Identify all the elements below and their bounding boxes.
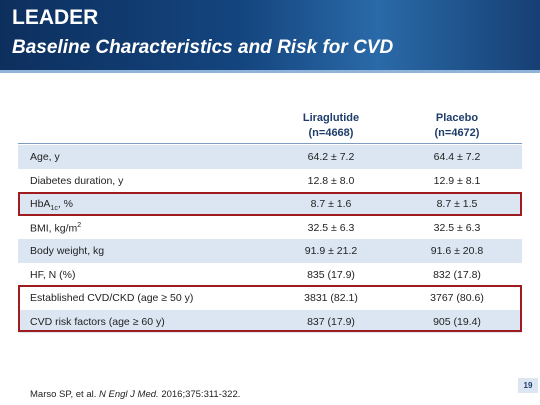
cell-value: 832 (17.8)	[433, 268, 481, 281]
cell-value: 12.8 ± 8.0	[307, 174, 355, 187]
column-header: Placebo (n=4672)	[397, 111, 517, 141]
cell-value: 32.5 ± 6.3	[433, 221, 481, 234]
row-label: BMI, kg/m2	[30, 222, 81, 235]
row-label: HF, N (%)	[30, 269, 76, 281]
row-label: CVD risk factors (age ≥ 60 y)	[30, 316, 165, 328]
slide-title: LEADER	[12, 6, 99, 29]
row-label: Body weight, kg	[30, 245, 104, 257]
slide-subtitle: Baseline Characteristics and Risk for CV…	[12, 37, 394, 58]
table-row: BMI, kg/m2 32.5 ± 6.3 32.5 ± 6.3	[18, 216, 522, 240]
table-row: Age, y 64.2 ± 7.2 64.4 ± 7.2	[18, 145, 522, 169]
row-label: Age, y	[30, 151, 60, 163]
cell-value: 8.7 ± 1.6	[310, 198, 352, 210]
label-tail: , %	[57, 198, 74, 210]
cell-value: 91.6 ± 20.8	[430, 245, 484, 257]
cell-value: 3831 (82.1)	[304, 292, 358, 304]
row-label: HbA1c, %	[30, 198, 73, 212]
cell-value: 3767 (80.6)	[430, 292, 484, 304]
label-text: Age, y	[30, 151, 60, 163]
cell-value: 64.4 ± 7.2	[433, 151, 481, 163]
label-text: Established CVD/CKD (age ≥ 50 y)	[30, 292, 194, 304]
label-text: CVD risk factors (age ≥ 60 y)	[30, 315, 165, 328]
row-label: Diabetes duration, y	[30, 175, 123, 187]
cell-value: 905 (19.4)	[433, 315, 481, 328]
column-name: Placebo	[435, 112, 479, 124]
label-text: BMI, kg/m	[30, 222, 78, 234]
table-row: CVD risk factors (age ≥ 60 y) 837 (17.9) 9…	[18, 309, 522, 333]
cell-value: 32.5 ± 6.3	[307, 221, 355, 234]
table-row: Diabetes duration, y 12.8 ± 8.0 12.9 ± 8.1	[18, 169, 522, 193]
cell-value: 837 (17.9)	[307, 315, 355, 328]
label-text: HbA	[30, 198, 51, 210]
citation-journal: N Engl J Med.	[99, 389, 159, 400]
column-n: (n=4672)	[434, 127, 480, 139]
table-row: Body weight, kg 91.9 ± 21.2 91.6 ± 20.8	[18, 239, 522, 263]
cell-value: 64.2 ± 7.2	[307, 151, 355, 163]
cell-value: 8.7 ± 1.5	[436, 198, 478, 210]
highlight-box	[18, 285, 522, 332]
label-text: HF, N (%)	[30, 268, 76, 281]
citation-authors: Marso SP, et al.	[30, 389, 97, 400]
header-rule	[18, 143, 522, 144]
label-text: Diabetes duration, y	[30, 174, 124, 187]
column-header: Liraglutide (n=4668)	[271, 111, 391, 141]
table-row: HF, N (%) 835 (17.9) 832 (17.8)	[18, 263, 522, 287]
cell-value: 91.9 ± 21.2	[304, 245, 358, 257]
header-band	[0, 0, 540, 70]
row-label: Established CVD/CKD (age ≥ 50 y)	[30, 292, 193, 304]
cell-value: 835 (17.9)	[307, 268, 355, 281]
table-row: HbA1c, % 8.7 ± 1.6 8.7 ± 1.5	[18, 192, 522, 216]
cell-value: 12.9 ± 8.1	[433, 174, 481, 187]
column-n: (n=4668)	[308, 127, 354, 139]
page-number: 19	[518, 378, 538, 393]
label-superscript: 2	[77, 221, 82, 229]
table-row: Established CVD/CKD (age ≥ 50 y) 3831 (82…	[18, 286, 522, 310]
label-text: Body weight, kg	[30, 245, 105, 257]
citation-details: 2016;375:311-322.	[161, 389, 241, 400]
header-rule	[0, 70, 540, 73]
highlight-box	[18, 192, 522, 216]
label-subscript: 1c	[50, 205, 58, 213]
citation: Marso SP, et al. N Engl J Med. 2016;375:…	[30, 389, 240, 400]
column-name: Liraglutide	[302, 112, 360, 124]
